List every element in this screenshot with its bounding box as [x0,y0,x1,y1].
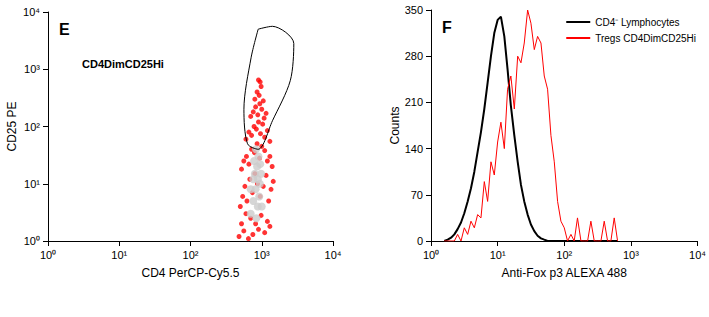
svg-text:10⁴: 10⁴ [325,249,342,261]
svg-text:10²: 10² [556,249,572,261]
svg-text:10³: 10³ [254,249,270,261]
svg-text:10⁰: 10⁰ [40,249,56,261]
svg-text:0: 0 [417,235,423,247]
svg-text:CD4DimCD25Hi: CD4DimCD25Hi [82,58,164,70]
svg-text:CD4⁻ Lymphocytes: CD4⁻ Lymphocytes [595,17,679,28]
svg-text:10⁰: 10⁰ [24,235,40,247]
svg-text:350: 350 [405,4,423,16]
svg-text:CD25 PE: CD25 PE [5,101,19,151]
svg-text:70: 70 [411,189,423,201]
svg-text:10¹: 10¹ [111,249,127,261]
svg-text:Anti-Fox p3 ALEXA 488: Anti-Fox p3 ALEXA 488 [502,266,628,280]
svg-text:10⁴: 10⁴ [23,6,40,18]
svg-text:210: 210 [405,96,423,108]
svg-text:10⁰: 10⁰ [423,249,439,261]
svg-text:10¹: 10¹ [24,178,40,190]
svg-text:CD4 PerCP-Cy5.5: CD4 PerCP-Cy5.5 [141,266,239,280]
svg-text:E: E [59,21,70,38]
svg-text:10²: 10² [24,121,40,133]
svg-text:10³: 10³ [623,249,639,261]
svg-text:Counts: Counts [388,106,402,144]
svg-text:F: F [442,19,452,36]
svg-text:10³: 10³ [24,63,40,75]
svg-text:280: 280 [405,50,423,62]
svg-text:10⁴: 10⁴ [689,249,706,261]
svg-text:10²: 10² [183,249,199,261]
svg-text:Tregs CD4DimCD25Hi: Tregs CD4DimCD25Hi [595,33,696,44]
svg-text:10¹: 10¹ [490,249,506,261]
svg-text:140: 140 [405,143,423,155]
